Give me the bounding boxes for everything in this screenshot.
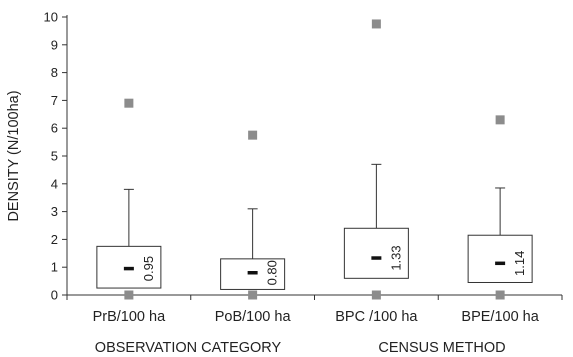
y-tick-label: 6 (51, 121, 58, 136)
x-category-label: BPC /100 ha (335, 309, 418, 325)
x-category-label: BPE/100 ha (461, 309, 539, 325)
boxes: 0.95 0.80 1.33 1.14 (96, 19, 533, 300)
footer-label-observation-category: OBSERVATION CATEGORY (95, 340, 282, 356)
y-tick-label: 3 (51, 204, 58, 219)
min-marker (371, 290, 381, 300)
x-category-label: PoB/100 ha (215, 309, 292, 325)
y-axis-label: DENSITY (N/100ha) (6, 90, 22, 221)
median-value-label: 1.33 (388, 245, 403, 270)
min-marker (124, 290, 134, 300)
x-category-label: PrB/100 ha (93, 309, 166, 325)
y-axis-ticks: 0 1 2 3 4 5 6 7 8 9 10 (44, 10, 67, 303)
min-marker (495, 290, 505, 300)
x-axis-labels: PrB/100 ha PoB/100 ha BPC /100 ha BPE/100 h… (93, 309, 540, 325)
y-tick-label: 0 (51, 288, 58, 303)
min-marker (248, 290, 258, 300)
box-4: 1.14 (467, 115, 533, 300)
y-tick-label: 8 (51, 65, 58, 80)
y-tick-label: 5 (51, 149, 58, 164)
box-2: 0.80 (220, 130, 286, 300)
box-1: 0.95 (96, 98, 162, 300)
max-marker (371, 19, 381, 29)
iqr-box (343, 227, 409, 279)
median-value-label: 0.95 (141, 256, 156, 281)
median-value-label: 0.80 (265, 260, 280, 285)
iqr-box (467, 234, 533, 283)
y-tick-label: 10 (44, 10, 58, 25)
box-3: 1.33 (343, 19, 409, 300)
y-tick-label: 7 (51, 93, 58, 108)
axes (66, 15, 563, 300)
max-marker (248, 130, 258, 140)
y-tick-label: 9 (51, 37, 58, 52)
y-tick-label: 4 (51, 176, 58, 191)
median-value-label: 1.14 (512, 251, 527, 276)
y-tick-label: 2 (51, 232, 58, 247)
y-tick-label: 1 (51, 260, 58, 275)
max-marker (495, 115, 505, 125)
max-marker (124, 98, 134, 108)
footer-label-census-method: CENSUS METHOD (378, 340, 505, 356)
